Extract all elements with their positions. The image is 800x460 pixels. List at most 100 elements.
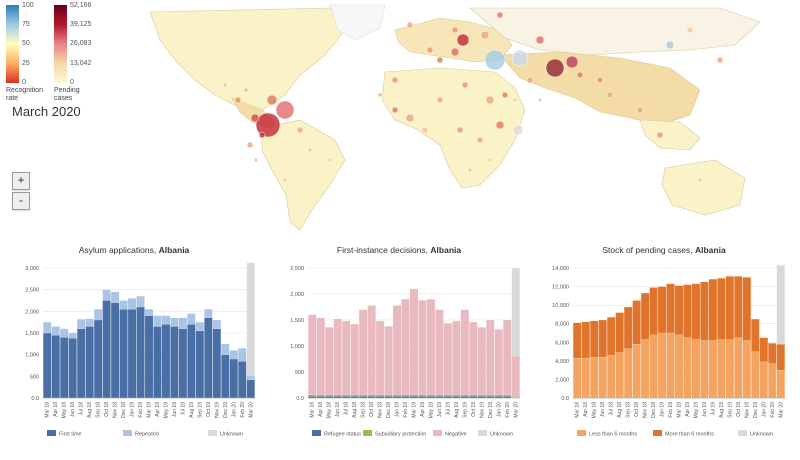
bar-segment[interactable] [657,286,667,334]
country-bubble[interactable] [307,147,313,153]
bar-segment[interactable] [486,319,495,395]
bar-segment[interactable] [426,394,436,397]
bar-segment[interactable] [187,324,196,399]
bar-segment[interactable] [316,394,325,397]
country-bubble[interactable] [495,120,505,130]
country-bubble[interactable] [485,95,495,105]
bar-segment[interactable] [384,326,393,395]
chart-legend[interactable]: Refugee status Subsidiary protection Negat… [312,430,513,438]
country-bubble[interactable] [636,106,644,114]
bar-segment[interactable] [246,262,255,376]
bar-segment[interactable] [342,394,351,397]
country-bubble[interactable] [461,81,469,89]
bar-segment[interactable] [51,326,60,336]
bar-segment[interactable] [409,288,419,395]
bar-segment[interactable] [308,394,317,397]
bar-segment[interactable] [590,357,599,399]
bars[interactable] [573,265,785,399]
bar-segment[interactable] [60,328,69,338]
bar-segment[interactable] [426,299,436,395]
bar-segment[interactable] [607,317,616,356]
zoom-out-button[interactable]: - [12,192,30,210]
country-bubble[interactable] [406,21,414,29]
bar-segment[interactable] [776,265,785,345]
bar-segment[interactable] [178,317,188,329]
bar-segment[interactable] [734,337,743,399]
country-bubble[interactable] [487,157,493,163]
country-bubble[interactable] [246,141,254,149]
bar-segment[interactable] [469,322,478,395]
world-map[interactable]: 100 75 50 25 0 Recognition rate 52,166 3… [0,0,800,235]
country-bubble[interactable] [537,97,543,103]
country-bubble[interactable] [451,26,459,34]
bar-segment[interactable] [717,339,726,399]
legend-label[interactable]: Unknown [490,432,513,438]
bar-segment[interactable] [170,326,179,399]
country-bubble[interactable] [234,96,242,104]
legend-label[interactable]: First time [59,432,82,438]
country-bubble[interactable] [476,136,484,144]
legend-label[interactable]: Refugee status [324,432,361,438]
country-bubble[interactable] [496,11,504,19]
legend-swatch[interactable] [312,430,321,436]
bar-segment[interactable] [43,322,52,334]
bar-segment[interactable] [494,329,503,395]
bar-segment[interactable] [742,277,751,341]
bar-segment[interactable] [477,394,486,397]
bar-segment[interactable] [581,321,590,359]
bar-segment[interactable] [435,309,444,395]
bar-segment[interactable] [452,394,461,397]
map-canvas[interactable] [0,0,800,235]
bar-segment[interactable] [598,319,607,358]
bar-segment[interactable] [212,328,221,399]
bar-segment[interactable] [333,394,342,397]
bar-segment[interactable] [153,315,162,327]
bar-segment[interactable] [392,305,402,395]
bar-segment[interactable] [221,343,230,355]
bar-segment[interactable] [632,344,641,399]
bar-segment[interactable] [161,324,171,399]
bar-segment[interactable] [178,328,188,399]
country-bubble[interactable] [526,76,534,84]
bar-segment[interactable] [68,338,77,399]
bar-segment[interactable] [486,394,495,397]
bar-segment[interactable] [367,394,376,397]
country-bubble[interactable] [565,55,579,69]
bar-segment[interactable] [136,306,145,399]
country-bubble[interactable] [511,49,529,67]
pending-cases-chart[interactable]: 0.0 2,000 4,000 6,000 8,000 10,000 12,000 14,00… [533,240,795,455]
country-bubble[interactable] [697,177,703,183]
bar-segment[interactable] [127,309,137,399]
bar-segment[interactable] [708,340,718,399]
bar-segment[interactable] [615,352,624,399]
legend-swatch[interactable] [653,430,662,436]
country-bubble[interactable] [296,126,304,134]
country-bubble[interactable] [535,35,545,45]
bar-segment[interactable] [110,302,120,399]
country-bubble[interactable] [377,92,383,98]
bar-segment[interactable] [700,340,709,399]
bars[interactable] [308,267,520,399]
legend-label[interactable]: Unknown [750,432,773,438]
legend-swatch[interactable] [47,430,56,436]
bar-segment[interactable] [590,320,599,358]
bar-segment[interactable] [246,375,255,380]
australia-land[interactable] [661,159,746,216]
bar-segment[interactable] [460,394,469,397]
bar-segment[interactable] [68,332,77,339]
bar-segment[interactable] [691,339,701,399]
country-bubble[interactable] [421,126,429,134]
bar-segment[interactable] [494,394,503,397]
bar-segment[interactable] [110,291,120,303]
bar-segment[interactable] [751,318,760,352]
bar-segment[interactable] [350,394,359,397]
bar-segment[interactable] [640,292,650,340]
bar-segment[interactable] [717,278,726,340]
bar-segment[interactable] [573,322,582,359]
bar-segment[interactable] [153,326,162,399]
bar-segment[interactable] [418,394,427,397]
bar-segment[interactable] [392,394,402,397]
bar-segment[interactable] [136,296,145,308]
bar-segment[interactable] [359,394,368,397]
legend-swatch[interactable] [738,430,747,436]
